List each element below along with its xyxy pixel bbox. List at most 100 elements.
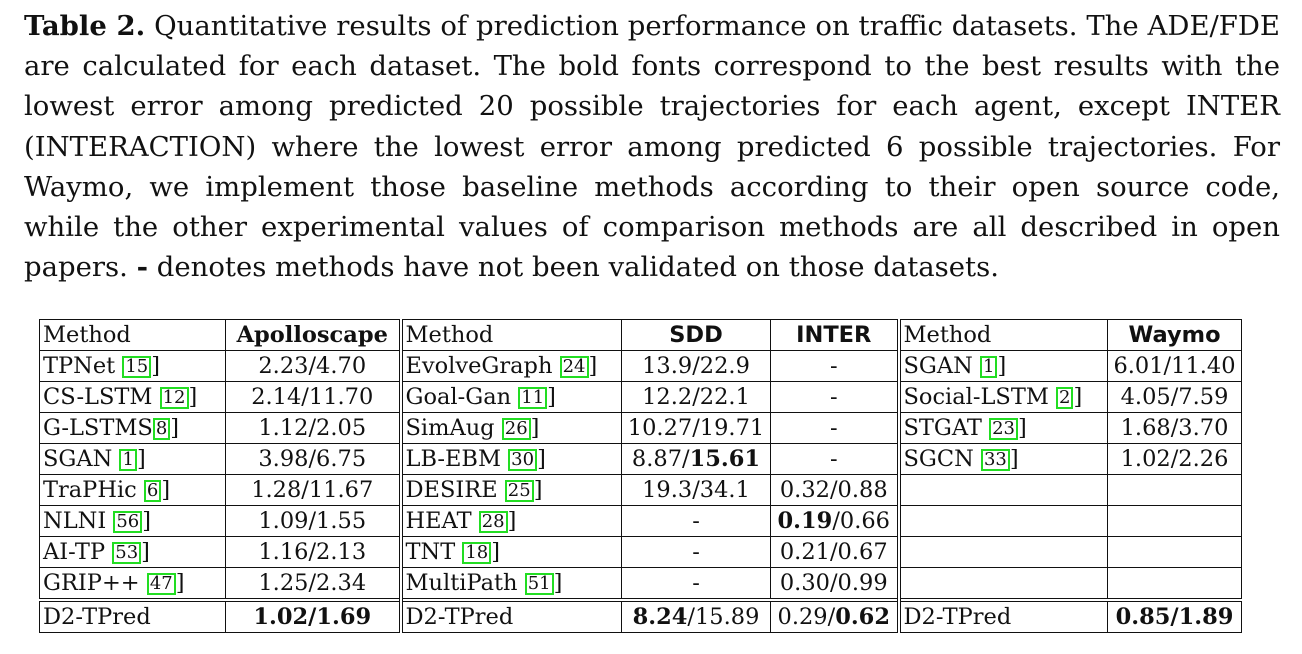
apolloscape-value: 1.02/1.69	[225, 598, 403, 633]
header-waymo: Waymo	[1107, 319, 1242, 351]
header-method: Method	[400, 319, 622, 351]
citation-link[interactable]: 2	[1056, 387, 1074, 409]
header-method: Method	[39, 319, 226, 351]
method-cell: Goal-Gan 11]	[400, 381, 622, 413]
citation-link[interactable]: 28	[478, 511, 508, 533]
table-row: TPNet 15] 2.23/4.70 EvolveGraph 24] 13.9…	[39, 350, 1242, 382]
table-row: CS-LSTM 12] 2.14/11.70 Goal-Gan 11] 12.2…	[39, 381, 1242, 413]
caption-text: Quantitative results of prediction perfo…	[24, 10, 1280, 284]
header-row: Method Apolloscape Method SDD INTER Meth…	[39, 319, 1242, 351]
waymo-value: 6.01/11.40	[1107, 350, 1242, 382]
sdd-value: 8.24/15.89	[621, 598, 771, 633]
citation-link[interactable]: 30	[508, 449, 538, 471]
inter-value: -	[770, 412, 901, 444]
method-cell: EvolveGraph 24]	[400, 350, 622, 382]
inter-value: 0.30/0.99	[770, 567, 901, 601]
method-cell: LB-EBM 30]	[400, 443, 622, 475]
method-cell: TraPHic 6]	[39, 474, 226, 506]
waymo-value: 0.85/1.89	[1107, 598, 1242, 633]
apolloscape-value: 2.23/4.70	[225, 350, 403, 382]
apolloscape-value: 1.28/11.67	[225, 474, 403, 506]
sdd-value: -	[621, 536, 771, 568]
method-cell: D2-TPred	[400, 598, 622, 633]
citation-link[interactable]: 23	[989, 418, 1018, 440]
empty-cell	[1107, 474, 1242, 506]
apolloscape-value: 1.09/1.55	[225, 505, 403, 537]
table-row: TraPHic 6] 1.28/11.67 DESIRE 25] 19.3/34…	[39, 474, 1242, 506]
sdd-value: 19.3/34.1	[621, 474, 771, 506]
citation-link[interactable]: 53	[112, 542, 142, 564]
empty-cell	[1107, 505, 1242, 537]
citation-link[interactable]: 25	[504, 480, 534, 502]
method-cell: DESIRE 25]	[400, 474, 622, 506]
ours-row: D2-TPred 1.02/1.69 D2-TPred 8.24/15.89 0…	[39, 598, 1242, 633]
method-cell: SGAN 1]	[39, 443, 226, 475]
citation-link[interactable]: 1	[979, 356, 998, 378]
method-cell: STGAT 23]	[898, 412, 1108, 444]
method-cell: CS-LSTM 12]	[39, 381, 226, 413]
citation-link[interactable]: 24	[559, 356, 589, 378]
header-apolloscape: Apolloscape	[225, 319, 403, 351]
method-cell: NLNI 56]	[39, 505, 226, 537]
waymo-value: 1.68/3.70	[1107, 412, 1242, 444]
waymo-value: 4.05/7.59	[1107, 381, 1242, 413]
citation-link[interactable]: 56	[113, 511, 143, 533]
citation-link[interactable]: 33	[980, 449, 1010, 471]
apolloscape-value: 2.14/11.70	[225, 381, 403, 413]
inter-value: -	[770, 443, 901, 475]
citation-link[interactable]: 47	[146, 573, 176, 595]
empty-cell	[898, 536, 1108, 568]
sdd-value: 13.9/22.9	[621, 350, 771, 382]
method-cell: HEAT 28]	[400, 505, 622, 537]
method-cell: G-LSTMS 8]	[39, 412, 226, 444]
inter-value: -	[770, 381, 901, 413]
inter-value: 0.21/0.67	[770, 536, 901, 568]
table-row: NLNI 56] 1.09/1.55 HEAT 28] - 0.19/0.66	[39, 505, 1242, 537]
citation-link[interactable]: 26	[501, 418, 531, 440]
sdd-value: -	[621, 505, 771, 537]
apolloscape-value: 1.16/2.13	[225, 536, 403, 568]
method-cell: SimAug 26]	[400, 412, 622, 444]
inter-value: 0.19/0.66	[770, 505, 901, 537]
caption-dash: -	[136, 251, 149, 284]
sdd-value: 10.27/19.71	[621, 412, 771, 444]
citation-link[interactable]: 11	[518, 387, 548, 409]
apolloscape-value: 1.12/2.05	[225, 412, 403, 444]
method-cell: SGAN 1]	[898, 350, 1108, 382]
sdd-value: 8.87/15.61	[621, 443, 771, 475]
citation-link[interactable]: 6	[143, 480, 162, 502]
method-cell: Social-LSTM 2]	[898, 381, 1108, 413]
table-row: SGAN 1] 3.98/6.75 LB-EBM 30] 8.87/15.61 …	[39, 443, 1242, 475]
apolloscape-value: 3.98/6.75	[225, 443, 403, 475]
caption-text-end: denotes methods have not been validated …	[148, 251, 999, 284]
empty-cell	[898, 567, 1108, 601]
method-cell: AI-TP 53]	[39, 536, 226, 568]
method-cell: MultiPath 51]	[400, 567, 622, 601]
inter-value: 0.32/0.88	[770, 474, 901, 506]
inter-value: -	[770, 350, 901, 382]
empty-cell	[1107, 567, 1242, 601]
table-row: GRIP++ 47] 1.25/2.34 MultiPath 51] - 0.3…	[39, 567, 1242, 601]
method-cell: SGCN 33]	[898, 443, 1108, 475]
empty-cell	[898, 505, 1108, 537]
header-inter: INTER	[770, 319, 901, 351]
table-row: G-LSTMS 8] 1.12/2.05 SimAug 26] 10.27/19.…	[39, 412, 1242, 444]
citation-link[interactable]: 12	[159, 387, 189, 409]
method-cell: GRIP++ 47]	[39, 567, 226, 601]
citation-link[interactable]: 51	[524, 573, 554, 595]
results-table: Method Apolloscape Method SDD INTER Meth…	[39, 319, 1242, 633]
method-cell: D2-TPred	[39, 598, 226, 633]
method-cell: D2-TPred	[898, 598, 1108, 633]
citation-link[interactable]: 18	[462, 542, 492, 564]
inter-value: 0.29/0.62	[770, 598, 901, 633]
citation-link[interactable]: 8	[152, 418, 171, 440]
caption-label: Table 2.	[24, 10, 146, 42]
empty-cell	[1107, 536, 1242, 568]
method-cell: TNT 18]	[400, 536, 622, 568]
citation-link[interactable]: 1	[119, 449, 137, 471]
citation-link[interactable]: 15	[122, 356, 152, 378]
sdd-value: 12.2/22.1	[621, 381, 771, 413]
method-cell: TPNet 15]	[39, 350, 226, 382]
empty-cell	[898, 474, 1108, 506]
table-row: AI-TP 53] 1.16/2.13 TNT 18] - 0.21/0.67	[39, 536, 1242, 568]
